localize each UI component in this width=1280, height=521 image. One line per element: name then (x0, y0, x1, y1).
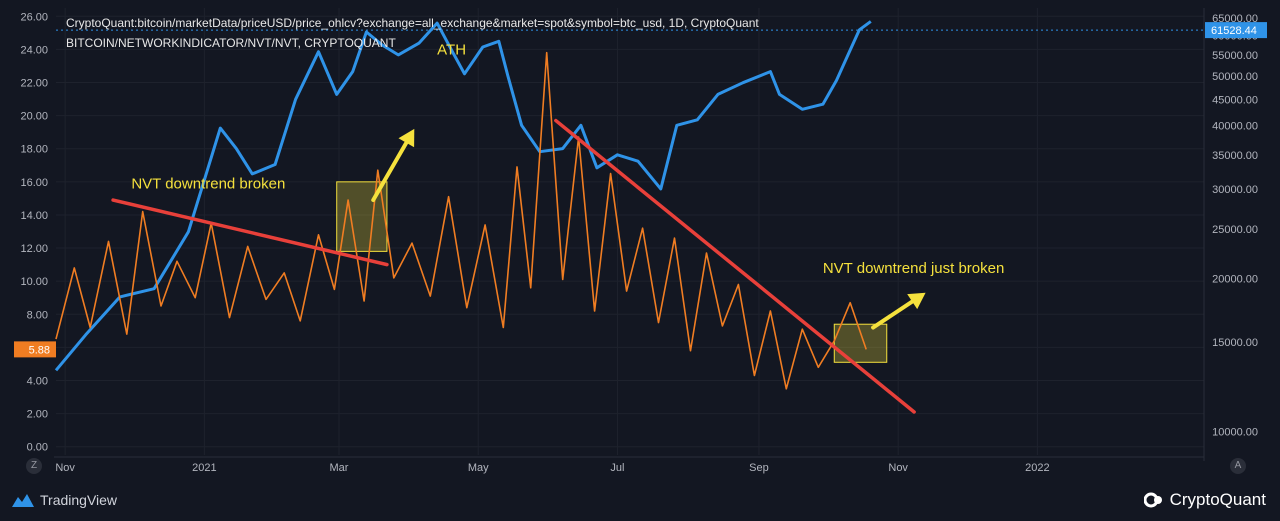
trendline (554, 118, 916, 414)
left-tick-label: 26.00 (20, 11, 48, 23)
series-lines (54, 20, 872, 390)
trendlines (111, 118, 916, 414)
arrow-head (907, 292, 926, 310)
tradingview-icon (12, 494, 34, 507)
left-tick-label: 4.00 (27, 376, 48, 388)
x-tick-label: Nov (55, 462, 75, 474)
left-tick-label: 0.00 (27, 442, 48, 454)
left-tick-label: 18.00 (20, 144, 48, 156)
left-tick-label: 2.00 (27, 409, 48, 421)
gridlines (54, 8, 1205, 461)
left-tick-label: 16.00 (20, 177, 48, 189)
right-tick-label: 35000.00 (1212, 150, 1258, 162)
left-tick-label: 8.00 (27, 309, 48, 321)
nvt-series-title: BITCOIN/NETWORKINDICATOR/NVT/NVT, CRYPTO… (66, 36, 396, 50)
nvt-line (55, 51, 867, 390)
current-price-value: 61528.44 (1211, 25, 1257, 37)
left-tick-label: 20.00 (20, 111, 48, 123)
annotation-arrows (371, 128, 926, 330)
highlight-box (833, 323, 888, 363)
annotation-label: NVT downtrend broken (131, 175, 285, 192)
cryptoquant-logo: CryptoQuant (1143, 490, 1266, 510)
left-tick-label: 22.00 (20, 78, 48, 90)
x-tick-label: Sep (749, 462, 769, 474)
x-tick-label: Mar (330, 462, 349, 474)
footer: TradingView CryptoQuant (0, 484, 1280, 516)
right-tick-label: 15000.00 (1212, 337, 1258, 349)
tradingview-logo[interactable]: TradingView (12, 492, 117, 508)
current-nvt-value: 5.88 (29, 344, 50, 356)
x-tick-label: May (468, 462, 489, 474)
auto-scale-button[interactable]: A (1230, 458, 1246, 474)
arrow-shaft (371, 140, 409, 203)
right-tick-label: 40000.00 (1212, 120, 1258, 132)
left-tick-label: 12.00 (20, 243, 48, 255)
right-tick-label: 65000.00 (1212, 13, 1258, 25)
value-markers: 61528.44 5.88 (14, 22, 1267, 358)
right-tick-label: 25000.00 (1212, 224, 1258, 236)
x-axis: Nov 2021 Mar May Jul Sep Nov 2022 (55, 462, 1049, 474)
current-nvt-badge (14, 341, 56, 358)
x-tick-label: 2022 (1025, 462, 1049, 474)
left-axis-settings-button[interactable]: Z (26, 458, 42, 474)
trendline (111, 198, 389, 267)
annotations: NVT downtrend broken ATH NVT downtrend jus… (131, 41, 1004, 277)
right-tick-label: 20000.00 (1212, 274, 1258, 286)
x-tick-label: Jul (610, 462, 624, 474)
left-tick-label: 24.00 (20, 44, 48, 56)
cryptoquant-label: CryptoQuant (1169, 490, 1266, 509)
left-tick-label: 10.00 (20, 276, 48, 288)
annotation-label: NVT downtrend just broken (823, 260, 1005, 277)
right-tick-label: 10000.00 (1212, 427, 1258, 439)
arrow-head (398, 128, 415, 148)
right-tick-label: 45000.00 (1212, 94, 1258, 106)
btc-price-line (54, 20, 872, 372)
x-tick-label: Nov (888, 462, 908, 474)
arrow-shaft (871, 299, 915, 330)
right-tick-label: 55000.00 (1212, 50, 1258, 62)
right-tick-label: 50000.00 (1212, 71, 1258, 83)
x-tick-label: 2021 (192, 462, 216, 474)
price-series-title: CryptoQuant:bitcoin/marketData/priceUSD/… (66, 16, 759, 30)
annotation-label: ATH (437, 41, 466, 58)
left-tick-label: 14.00 (20, 210, 48, 222)
current-price-badge (1205, 22, 1267, 39)
cryptoquant-icon (1143, 492, 1162, 508)
right-tick-label: 30000.00 (1212, 184, 1258, 196)
tradingview-label: TradingView (40, 492, 118, 508)
